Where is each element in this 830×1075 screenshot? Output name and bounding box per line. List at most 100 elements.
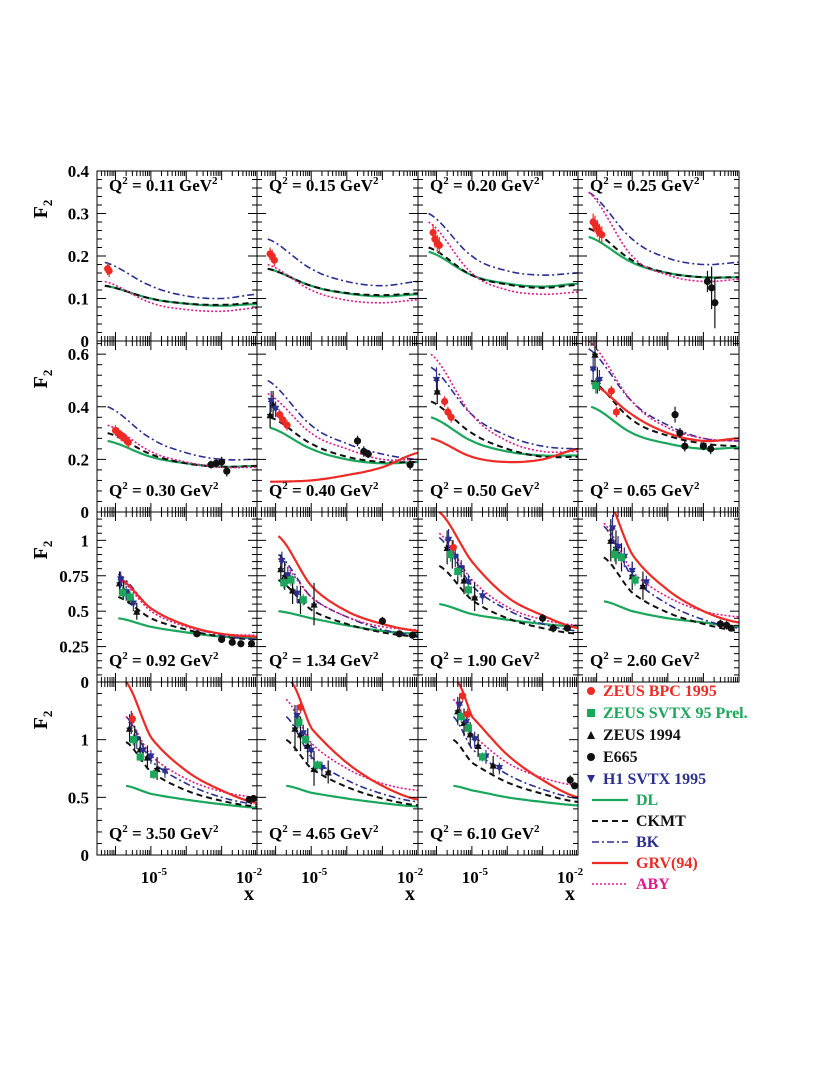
y-tick-label: 0.4 <box>68 398 90 417</box>
panel-frame <box>256 170 419 342</box>
point-marker <box>302 736 310 744</box>
curve-dl <box>590 405 739 451</box>
point-zeus-bpc-1995 <box>598 226 606 244</box>
x-axis-title: x <box>244 883 254 905</box>
panel-plot-area <box>603 512 739 632</box>
point-marker <box>295 718 303 726</box>
x-tick-label: 10-5 <box>462 866 489 887</box>
curve-ckmt <box>285 738 418 807</box>
curve-aby <box>452 698 578 787</box>
point-zeus-bpc-1995 <box>444 406 452 418</box>
point-marker <box>150 770 158 778</box>
point-marker <box>642 579 650 587</box>
point-zeus-svtx-95-prel <box>119 587 127 599</box>
panel-plot-area <box>438 512 578 635</box>
point-e665 <box>707 443 715 455</box>
panel-q2-0-40: Q2 = 0.40 GeV2 <box>256 340 419 513</box>
point-h1-svtx-1995 <box>117 571 125 589</box>
y-tick-label: 0.3 <box>68 205 89 224</box>
y-tick-label: 0 <box>81 673 90 692</box>
y-tick-label: 0.5 <box>68 788 89 807</box>
point-zeus-bpc-1995 <box>435 236 443 254</box>
panel-q2-0-15: Q2 = 0.15 GeV2 <box>256 170 419 342</box>
point-zeus-1994 <box>454 696 462 725</box>
curve-bk <box>107 406 257 461</box>
point-marker <box>464 586 473 594</box>
point-marker <box>161 768 169 776</box>
point-marker <box>539 614 547 622</box>
x-tick-label: 10-2 <box>236 866 263 887</box>
legend-item-e665: E665 <box>587 749 638 766</box>
point-marker <box>445 536 453 544</box>
panel-plot-area <box>115 571 257 648</box>
point-marker <box>464 724 473 732</box>
point-marker <box>105 267 113 275</box>
panel-q2-0-25: Q2 = 0.25 GeV2 <box>577 170 740 342</box>
point-h1-svtx-1995 <box>595 369 604 391</box>
curve-bk <box>588 191 739 266</box>
point-marker <box>716 620 724 628</box>
point-zeus-svtx-95-prel <box>631 574 639 586</box>
curve-ckmt <box>107 432 257 468</box>
curve-grv-94 <box>456 682 578 799</box>
point-marker <box>449 543 457 552</box>
x-tick-label: 10-5 <box>301 866 328 887</box>
curve-ckmt <box>430 400 578 459</box>
y-tick-label: 0.1 <box>68 290 89 309</box>
point-marker <box>460 576 468 584</box>
point-zeus-svtx-95-prel <box>610 547 619 562</box>
point-marker <box>115 579 124 587</box>
point-marker <box>270 256 278 264</box>
point-marker <box>614 543 622 552</box>
point-zeus-1994 <box>304 728 312 763</box>
curve-grv-94 <box>277 535 418 633</box>
legend-item-ckmt: CKMT <box>592 813 686 830</box>
curve-ckmt <box>117 596 257 641</box>
y-tick-label: 1 <box>81 531 90 550</box>
curve-dl <box>269 426 418 465</box>
curve-grv-94 <box>613 512 739 624</box>
legend-item-h1-svtx-1995: H1 SVTX 1995 <box>587 771 706 788</box>
point-marker <box>610 550 619 559</box>
point-zeus-svtx-95-prel <box>126 591 134 603</box>
point-marker <box>353 437 362 445</box>
point-marker <box>612 408 621 416</box>
curve-grv-94 <box>290 682 418 801</box>
point-marker <box>278 557 286 566</box>
y-tick-label: 0.4 <box>68 162 90 181</box>
point-marker <box>119 589 127 597</box>
point-h1-svtx-1995 <box>267 390 275 413</box>
point-marker <box>406 461 414 469</box>
point-marker <box>313 761 322 769</box>
curve-bk <box>267 238 418 287</box>
point-zeus-bpc-1995 <box>276 409 284 420</box>
panel-plot-area <box>428 212 578 296</box>
point-zeus-1994 <box>489 755 497 775</box>
x-tick-label: 10-2 <box>557 866 584 887</box>
point-zeus-bpc-1995 <box>296 701 305 714</box>
x-axis-title: x <box>405 883 415 905</box>
curve-dl <box>286 784 418 808</box>
point-zeus-svtx-95-prel <box>464 584 473 596</box>
point-marker <box>711 299 719 307</box>
legend-item-grv-94: GRV(94) <box>592 855 698 872</box>
curve-aby <box>107 424 257 469</box>
curve-dl <box>104 284 257 307</box>
q2-label: Q2 = 1.34 GeV2 <box>269 650 379 670</box>
point-zeus-bpc-1995 <box>463 708 472 721</box>
curve-ckmt <box>590 379 739 448</box>
panel-frame <box>417 170 579 342</box>
point-e665 <box>212 459 220 468</box>
point-marker <box>462 718 470 726</box>
legend-label: DL <box>636 792 658 809</box>
y-tick-label: 0.6 <box>68 345 89 364</box>
q2-label: Q2 = 0.25 GeV2 <box>590 175 700 195</box>
curve-dl <box>453 784 578 807</box>
curve-aby <box>267 263 418 304</box>
panel-q2-0-11: Q2 = 0.11 GeV2 <box>96 170 258 342</box>
point-marker <box>446 550 455 559</box>
point-marker <box>266 411 274 419</box>
curve-dl <box>430 416 578 457</box>
panel-q2-0-65: Q2 = 0.65 GeV2 <box>577 340 740 513</box>
curve-bk <box>603 525 739 629</box>
